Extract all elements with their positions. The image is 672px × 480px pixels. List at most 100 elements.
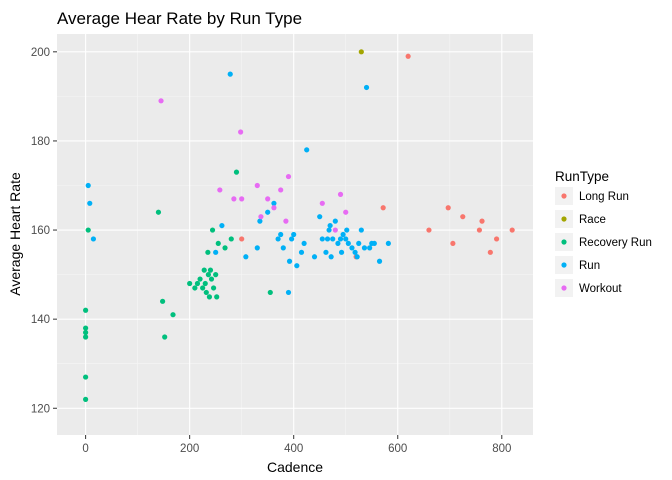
data-point [209,227,216,233]
data-point [83,325,89,331]
data-point [286,258,293,264]
data-point [205,272,211,278]
data-point [323,249,329,255]
legend-label: Run [579,260,600,272]
data-point [206,294,213,300]
data-point [356,240,362,247]
y-axis-title: Average Heart Rate [7,172,23,296]
data-point [352,249,358,255]
data-point [201,267,207,273]
data-point [158,98,164,104]
data-point [343,236,349,242]
data-point [160,298,166,304]
data-point [278,187,284,193]
data-point [361,245,368,251]
data-point [83,374,89,380]
data-point [328,254,334,260]
data-point [83,329,89,336]
data-point [311,254,318,260]
data-point [187,280,193,287]
data-point [210,285,217,291]
data-point [278,231,284,238]
data-point [338,249,345,255]
data-point [380,205,386,211]
data-point [258,214,264,220]
data-point [509,227,515,233]
data-point [345,240,351,247]
data-point [285,289,292,296]
data-point [87,200,93,206]
data-point [243,254,249,260]
data-point [267,289,273,296]
data-point [337,191,344,197]
x-tick-label: 800 [492,443,511,455]
data-point [493,236,500,242]
data-point [83,334,89,340]
data-point [349,245,355,251]
x-axis-ticks: 0 200 400 600 800 [82,435,511,455]
data-point [445,205,451,211]
data-point [257,218,263,224]
x-tick-label: 400 [284,443,303,455]
data-point [343,209,349,215]
data-point [213,249,219,255]
data-point [213,272,219,278]
data-point [301,240,307,247]
data-point [358,227,364,233]
data-point [294,263,300,269]
data-point [304,147,310,153]
data-point [285,173,292,180]
data-point [332,227,338,233]
data-point [208,276,215,282]
data-point [239,236,245,242]
data-point [327,222,333,229]
data-point [460,214,466,220]
data-point [233,169,240,175]
data-point [90,236,97,242]
minor-gridlines [57,34,533,435]
data-point [275,236,281,242]
data-point [197,276,203,282]
legend-marker [561,193,567,199]
data-point [265,209,271,215]
data-point [192,285,198,291]
data-point [450,240,456,247]
y-axis-ticks: 120 140 160 180 200 [31,47,57,415]
legend-marker [561,239,567,245]
data-point [283,218,289,224]
data-point [319,200,325,206]
data-point [215,240,221,247]
legend: RunType Long Run Race Recovery Run Run Worko… [555,169,652,297]
data-point [476,227,483,233]
data-point [83,396,89,402]
y-tick-label: 200 [31,47,50,59]
data-point [202,280,208,287]
legend-marker [561,216,567,222]
data-point [354,254,360,260]
data-point [238,129,244,135]
y-tick-label: 180 [31,136,50,148]
data-point [487,249,493,255]
data-point [85,227,91,233]
x-tick-label: 200 [180,443,199,455]
data-point [324,236,331,242]
data-point [340,231,346,238]
y-tick-label: 140 [31,314,50,326]
data-point [219,222,225,229]
data-point [83,307,89,313]
legend-marker [561,262,567,268]
data-point [358,49,364,55]
y-tick-label: 160 [31,225,50,237]
data-point [207,267,214,273]
data-point [376,258,383,264]
data-point [254,245,260,251]
data-point [155,209,162,215]
data-point [217,187,223,193]
x-tick-label: 600 [388,443,407,455]
data-point [280,245,286,251]
data-point [298,249,305,255]
data-point [367,245,373,251]
data-point [405,53,411,59]
data-point [371,240,377,247]
